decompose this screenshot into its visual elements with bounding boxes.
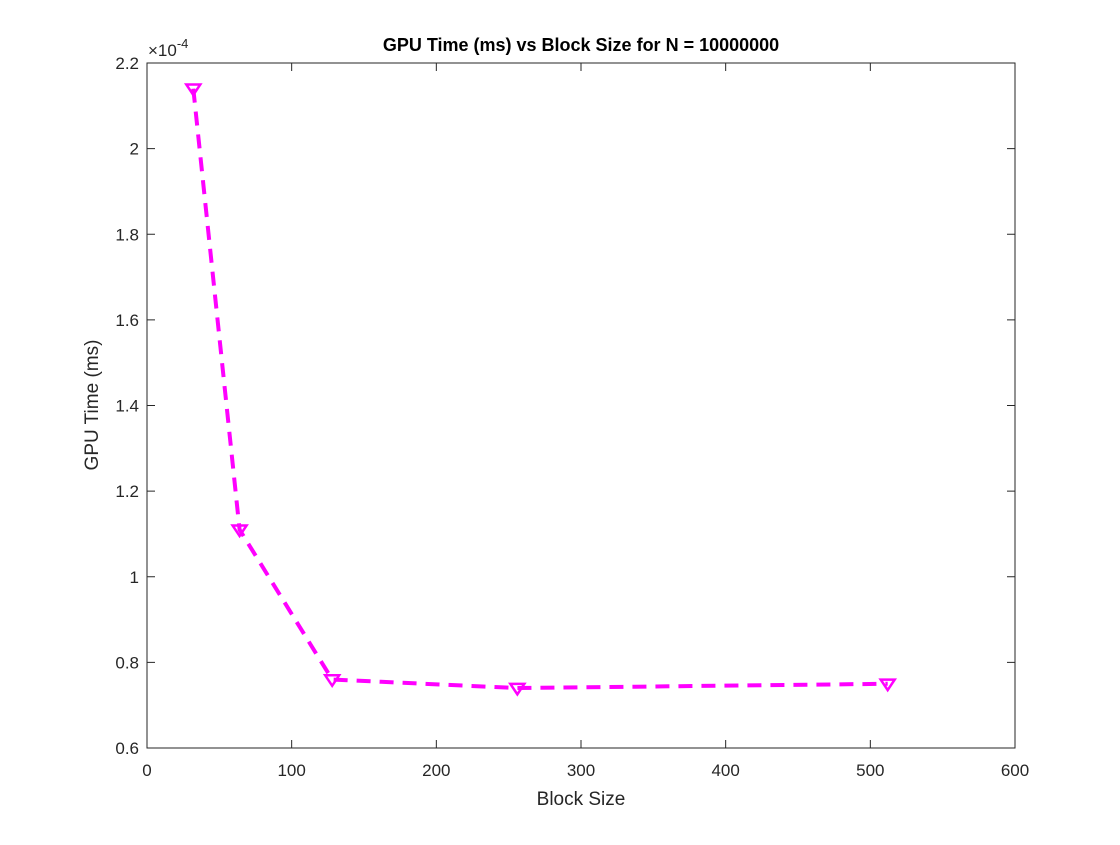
y-tick-label: 1.8 [115, 225, 139, 244]
y-axis-label: GPU Time (ms) [82, 340, 103, 471]
y-tick-label: 0.6 [115, 739, 139, 758]
y-multiplier-base: ×10 [148, 41, 177, 60]
y-tick-label: 0.8 [115, 653, 139, 672]
x-tick-label: 100 [277, 761, 305, 780]
data-point-marker [508, 682, 527, 697]
series-line [191, 88, 888, 691]
data-point-marker [322, 674, 342, 689]
y-tick-label: 1.6 [115, 311, 139, 330]
y-tick-label: 2 [130, 140, 139, 159]
chart-title: GPU Time (ms) vs Block Size for N = 1000… [383, 35, 779, 55]
data-point-marker [878, 678, 898, 693]
y-tick-label: 2.2 [115, 54, 139, 73]
y-tick-label: 1 [130, 568, 139, 587]
x-tick-label: 600 [1001, 761, 1029, 780]
y-axis-ticks: 0.6 0.8 1 1.2 1.4 1.6 1.8 2 2.2 [115, 54, 1015, 758]
data-point-marker [183, 83, 203, 98]
x-axis-label: Block Size [537, 789, 626, 810]
x-tick-label: 200 [422, 761, 450, 780]
y-axis-multiplier: ×10-4 [148, 36, 188, 60]
x-axis-ticks: 0 100 200 300 400 500 600 [142, 63, 1029, 780]
series-layer [183, 83, 898, 697]
plot-area [146, 62, 1016, 749]
y-multiplier-exponent: -4 [177, 36, 189, 51]
x-tick-label: 0 [142, 761, 151, 780]
data-point-marker [230, 524, 249, 539]
x-tick-label: 500 [856, 761, 884, 780]
y-tick-label: 1.2 [115, 482, 139, 501]
x-tick-label: 400 [711, 761, 739, 780]
x-tick-label: 300 [567, 761, 595, 780]
y-tick-label: 1.4 [115, 397, 139, 416]
